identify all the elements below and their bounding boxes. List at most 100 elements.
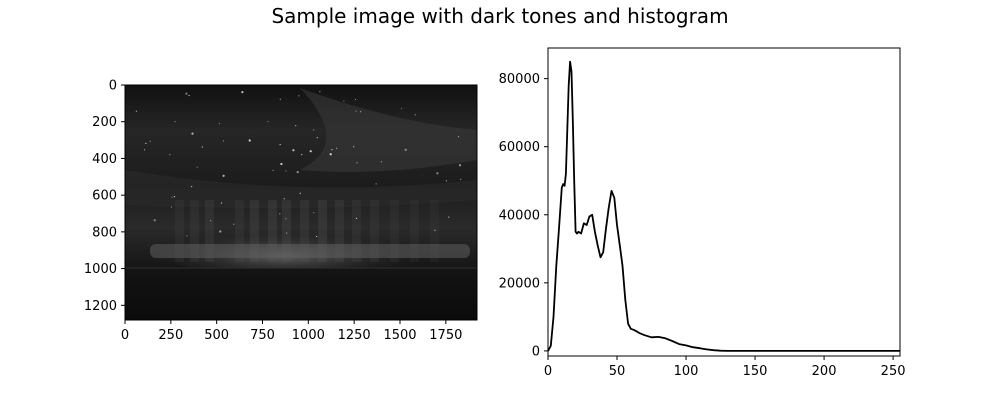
image-ground-region bbox=[125, 268, 477, 320]
image-axes-frame bbox=[124, 84, 478, 321]
image-y-tick-label: 200 bbox=[92, 115, 117, 130]
star-dot bbox=[353, 146, 355, 148]
aurora-streak bbox=[282, 200, 291, 262]
star-dot bbox=[170, 206, 172, 208]
star-dot bbox=[173, 196, 175, 198]
star-dot bbox=[313, 129, 315, 131]
image-x-tick-label: 500 bbox=[204, 328, 229, 343]
star-dot bbox=[295, 125, 297, 127]
histogram-x-tick-label: 100 bbox=[674, 364, 699, 379]
histogram-y-ticks: 0 20000 40000 60000 80000 bbox=[499, 72, 548, 359]
star-dot bbox=[343, 100, 345, 102]
star-dot bbox=[283, 198, 285, 200]
histogram-x-tick-label: 200 bbox=[812, 364, 837, 379]
image-y-tick-label: 600 bbox=[92, 189, 117, 204]
star-dot bbox=[458, 164, 462, 167]
star-dot bbox=[145, 142, 147, 144]
star-dot bbox=[279, 98, 281, 100]
histogram-x-tick-label: 0 bbox=[544, 364, 552, 379]
star-dot bbox=[329, 153, 332, 156]
image-cloud-band-lower bbox=[125, 170, 477, 209]
aurora-streak bbox=[268, 200, 277, 262]
star-dot bbox=[286, 232, 288, 234]
histogram-x-tick-label: 250 bbox=[881, 364, 906, 379]
image-y-tick-label: 800 bbox=[92, 225, 117, 240]
star-dot bbox=[301, 154, 303, 156]
aurora-streak bbox=[250, 200, 259, 262]
star-dot bbox=[414, 114, 416, 116]
image-panel: 0 250 500 750 1000 1250 1500 1750 0 200 400 600 800… bbox=[84, 79, 478, 343]
star-dot bbox=[279, 213, 281, 215]
star-dot bbox=[201, 146, 203, 148]
histogram-axes-frame bbox=[547, 47, 901, 357]
star-dot bbox=[222, 140, 225, 142]
star-dot bbox=[169, 154, 171, 156]
star-dot bbox=[316, 235, 318, 238]
star-dot bbox=[233, 223, 235, 225]
star-dot bbox=[188, 94, 190, 97]
histogram-y-tick-label: 0 bbox=[532, 344, 540, 359]
figure-title: Sample image with dark tones and histogr… bbox=[271, 4, 729, 28]
star-dot bbox=[219, 230, 222, 233]
star-dot bbox=[241, 91, 244, 94]
star-dot bbox=[248, 139, 251, 142]
star-dot bbox=[380, 161, 382, 163]
star-dot bbox=[280, 162, 283, 166]
histogram-y-tick-label: 40000 bbox=[499, 208, 540, 223]
star-dot bbox=[149, 140, 151, 142]
histogram-y-tick-label: 20000 bbox=[499, 276, 540, 291]
image-y-ticks: 0 200 400 600 800 1000 1200 bbox=[84, 79, 125, 314]
aurora-base-band bbox=[150, 244, 470, 258]
star-dot bbox=[292, 149, 295, 152]
star-dot bbox=[174, 121, 176, 123]
star-dot bbox=[210, 220, 212, 222]
star-dot bbox=[298, 95, 300, 97]
star-dot bbox=[299, 192, 301, 194]
star-dot bbox=[285, 218, 287, 220]
star-dot bbox=[434, 229, 436, 231]
star-dot bbox=[296, 171, 299, 174]
star-dot bbox=[460, 178, 462, 180]
aurora-streak bbox=[205, 200, 214, 262]
star-dot bbox=[220, 202, 223, 204]
image-stars bbox=[135, 91, 462, 238]
star-dot bbox=[185, 92, 188, 95]
histogram-y-tick-label: 80000 bbox=[499, 72, 540, 87]
histogram-y-tick-label: 60000 bbox=[499, 140, 540, 155]
star-dot bbox=[436, 172, 439, 175]
star-dot bbox=[375, 183, 377, 185]
star-dot bbox=[400, 107, 403, 110]
image-x-tick-label: 1000 bbox=[292, 328, 325, 343]
histogram-series bbox=[547, 60, 900, 352]
star-dot bbox=[404, 148, 407, 151]
star-dot bbox=[272, 169, 274, 172]
star-dot bbox=[309, 150, 312, 153]
histogram-panel: 0 50 100 150 200 250 0 20000 40000 60000 80000 bbox=[499, 47, 906, 379]
star-dot bbox=[316, 137, 318, 139]
star-dot bbox=[171, 196, 173, 198]
image-cloud-band bbox=[300, 88, 477, 172]
star-dot bbox=[218, 122, 220, 125]
image-aurora-streaks bbox=[150, 200, 470, 262]
aurora-streak bbox=[410, 200, 419, 262]
aurora-streak bbox=[300, 200, 309, 262]
aurora-streak bbox=[390, 200, 399, 262]
image-x-tick-label: 250 bbox=[158, 328, 183, 343]
star-dot bbox=[354, 98, 357, 101]
aurora-streak bbox=[370, 200, 379, 262]
star-dot bbox=[153, 219, 156, 222]
aurora-streak bbox=[318, 200, 327, 262]
aurora-streak bbox=[335, 200, 344, 262]
star-dot bbox=[186, 235, 188, 237]
star-dot bbox=[448, 216, 450, 218]
image-x-tick-label: 1500 bbox=[383, 328, 416, 343]
star-dot bbox=[356, 162, 358, 164]
image-y-tick-label: 400 bbox=[92, 152, 117, 167]
star-dot bbox=[313, 212, 315, 214]
star-dot bbox=[359, 111, 362, 113]
image-x-tick-label: 750 bbox=[250, 328, 275, 343]
image-x-tick-label: 1750 bbox=[429, 328, 462, 343]
histogram-x-tick-label: 50 bbox=[609, 364, 626, 379]
